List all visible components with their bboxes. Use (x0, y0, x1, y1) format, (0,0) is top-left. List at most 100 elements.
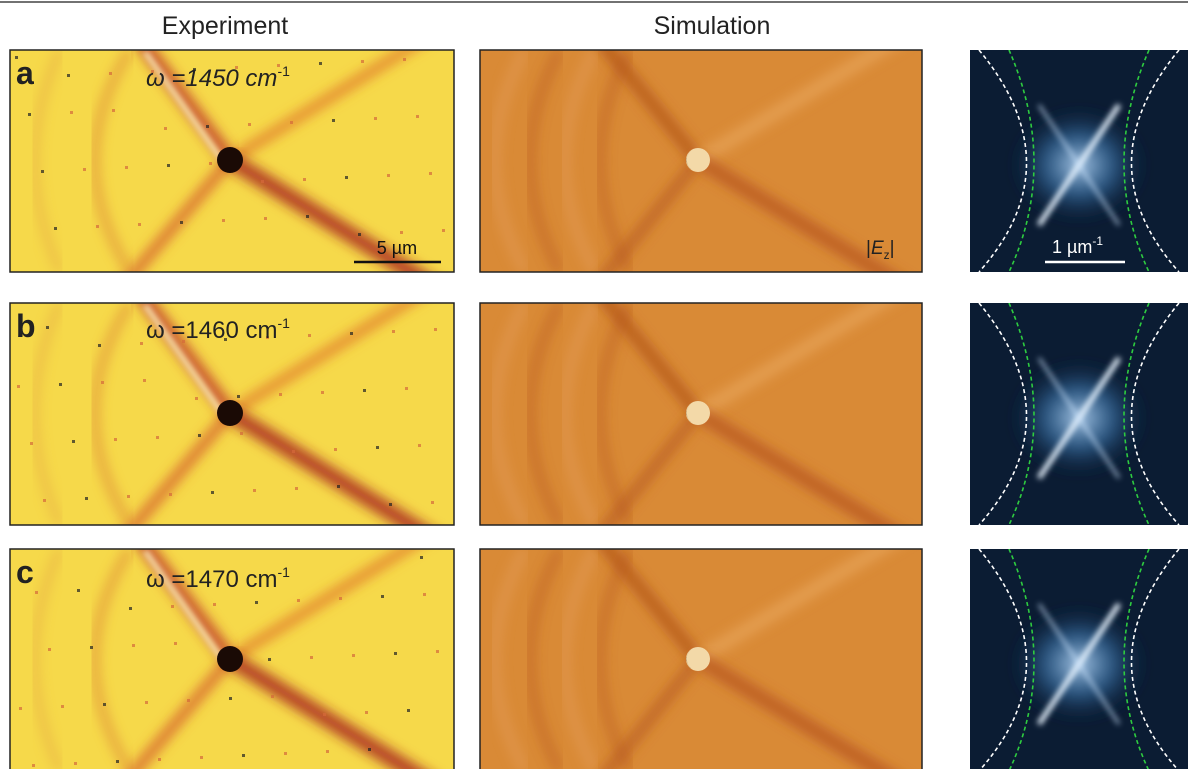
speck (429, 172, 432, 175)
streak (130, 655, 234, 769)
dashed-hyperbola (1130, 549, 1180, 769)
speck (339, 597, 342, 600)
wave (525, 50, 565, 272)
streak (694, 50, 892, 166)
speck (211, 491, 214, 494)
speck (423, 593, 426, 596)
speck (90, 646, 93, 649)
speck (61, 705, 64, 708)
speck (255, 601, 258, 604)
dashed-hyperbola (978, 303, 1028, 525)
speck (332, 119, 335, 122)
speck (279, 393, 282, 396)
exponent: -1 (277, 564, 290, 580)
frame (9, 49, 455, 273)
wave (560, 303, 600, 525)
speck (292, 450, 295, 453)
speck (284, 752, 287, 755)
panel-label: c (16, 554, 34, 590)
speck (116, 760, 119, 763)
speck (387, 174, 390, 177)
particle (686, 148, 710, 172)
wave (560, 549, 600, 769)
speck (235, 66, 238, 69)
speck (416, 115, 419, 118)
speck (361, 60, 364, 63)
field-part: E (871, 238, 884, 259)
speck (112, 109, 115, 112)
streak (601, 409, 702, 525)
speck (277, 64, 280, 67)
particle (217, 646, 243, 672)
speck (237, 395, 240, 398)
speck (365, 711, 368, 714)
speck (28, 113, 31, 116)
panel (970, 549, 1188, 769)
particle (217, 147, 243, 173)
bright-line (1037, 104, 1121, 226)
speck (321, 391, 324, 394)
speck (389, 503, 392, 506)
speck (67, 74, 70, 77)
speck (187, 699, 190, 702)
column-title: Simulation (654, 12, 771, 40)
dashed-hyperbola (978, 549, 1028, 769)
speck (158, 758, 161, 761)
speck (83, 168, 86, 171)
speck (48, 648, 51, 651)
frame (9, 302, 455, 526)
streak (601, 156, 702, 272)
speck (180, 221, 183, 224)
speck (434, 328, 437, 331)
speck (167, 164, 170, 167)
speck (394, 652, 397, 655)
wave (595, 50, 635, 272)
field-part: | (866, 238, 871, 259)
frequency: ω =1450 cm (146, 65, 277, 92)
speck (35, 591, 38, 594)
streak (600, 303, 703, 417)
speck (271, 695, 274, 698)
panel (480, 549, 922, 769)
speck (405, 387, 408, 390)
particle (686, 401, 710, 425)
speck (442, 229, 445, 232)
streak (225, 153, 427, 272)
streak (142, 50, 225, 162)
panel (10, 549, 454, 769)
speck (420, 556, 423, 559)
speck (145, 701, 148, 704)
speck (15, 56, 18, 59)
speck (306, 215, 309, 218)
streak (31, 549, 64, 769)
speck (30, 442, 33, 445)
speck (407, 709, 410, 712)
streak (227, 303, 416, 418)
speck (319, 62, 322, 65)
streak (128, 156, 234, 272)
speck (352, 654, 355, 657)
speck (98, 344, 101, 347)
speck (206, 125, 209, 128)
speck (310, 656, 313, 659)
scale-bar-label: 5 µm (377, 238, 417, 258)
speck (297, 599, 300, 602)
speck (140, 342, 143, 345)
speck (400, 231, 403, 234)
speck (54, 227, 57, 230)
bright-line (1037, 357, 1121, 479)
frequency: ω =1460 cm (146, 317, 277, 344)
dashed-hyperbola (1130, 50, 1180, 272)
speck (151, 70, 154, 73)
speck (32, 764, 35, 767)
streak (694, 653, 891, 769)
panel (970, 303, 1188, 525)
dashed-hyperbola (1123, 303, 1150, 525)
speck (114, 438, 117, 441)
speck (350, 332, 353, 335)
speck (222, 219, 225, 222)
dashed-hyperbola (1130, 303, 1180, 525)
field-part: z (884, 248, 890, 262)
speck (295, 487, 298, 490)
